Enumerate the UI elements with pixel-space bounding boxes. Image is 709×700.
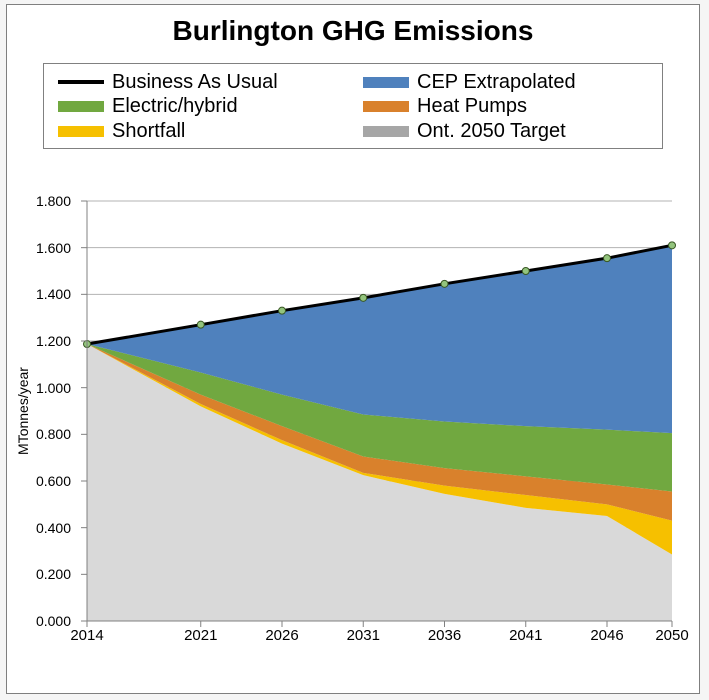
bau-marker	[360, 294, 367, 301]
y-tick-label: 0.000	[36, 613, 71, 629]
y-tick-label: 1.200	[36, 333, 71, 349]
y-tick-label: 1.000	[36, 380, 71, 396]
legend-swatch	[363, 77, 409, 88]
bau-marker	[604, 255, 611, 262]
legend-swatch	[58, 80, 104, 84]
legend-swatch	[58, 126, 104, 137]
x-tick-label: 2046	[590, 627, 623, 644]
y-tick-label: 0.400	[36, 520, 71, 536]
y-tick-label: 0.800	[36, 426, 71, 442]
x-tick-label: 2021	[184, 627, 217, 644]
y-tick-label: 1.800	[36, 193, 71, 209]
legend-label: Heat Pumps	[417, 95, 527, 118]
legend-label: Shortfall	[112, 120, 185, 143]
y-tick-label: 1.400	[36, 286, 71, 302]
legend-item: Electric/hybrid	[58, 95, 343, 118]
legend-item: Ont. 2050 Target	[363, 120, 648, 143]
legend-item: Shortfall	[58, 120, 343, 143]
x-tick-label: 2031	[347, 627, 380, 644]
legend-label: Electric/hybrid	[112, 95, 238, 118]
chart-title: Burlington GHG Emissions	[7, 15, 699, 47]
bau-marker	[279, 307, 286, 314]
chart-frame: Burlington GHG Emissions Business As Usu…	[6, 4, 700, 694]
y-tick-label: 0.200	[36, 566, 71, 582]
y-axis-label: MTonnes/year	[15, 367, 31, 455]
y-tick-label: 0.600	[36, 473, 71, 489]
legend-swatch	[363, 126, 409, 137]
legend-label: CEP Extrapolated	[417, 71, 576, 94]
legend-box: Business As Usual CEP Extrapolated Electri…	[43, 63, 663, 149]
bau-marker	[441, 280, 448, 287]
legend-item: CEP Extrapolated	[363, 71, 648, 94]
x-tick-label: 2014	[70, 627, 103, 644]
x-tick-label: 2050	[655, 627, 688, 644]
legend-label: Ont. 2050 Target	[417, 120, 566, 143]
bau-marker	[669, 242, 676, 249]
legend-item: Heat Pumps	[363, 95, 648, 118]
chart-svg	[87, 201, 672, 621]
x-tick-label: 2026	[265, 627, 298, 644]
page: Burlington GHG Emissions Business As Usu…	[0, 0, 709, 700]
x-tick-label: 2036	[428, 627, 461, 644]
x-axis-ticks: 20142021202620312036204120462050	[87, 627, 672, 647]
x-tick-label: 2041	[509, 627, 542, 644]
legend-swatch	[363, 101, 409, 112]
bau-marker	[522, 268, 529, 275]
bau-marker	[197, 321, 204, 328]
legend-item: Business As Usual	[58, 71, 343, 94]
plot-area: MTonnes/year 0.0000.2000.4000.6000.8001.…	[87, 201, 672, 621]
legend-label: Business As Usual	[112, 71, 278, 94]
legend-swatch	[58, 101, 104, 112]
y-tick-label: 1.600	[36, 240, 71, 256]
